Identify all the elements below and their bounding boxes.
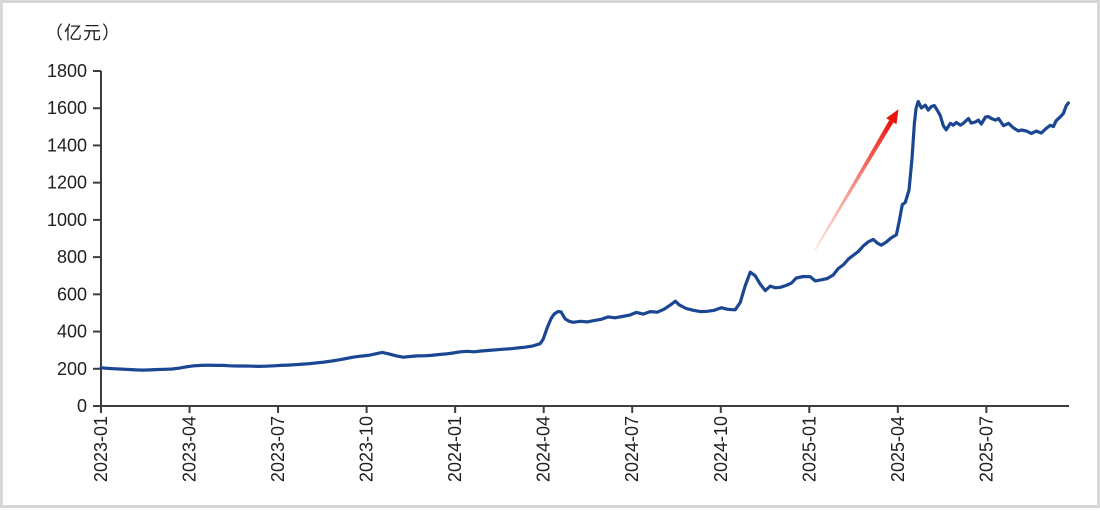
x-tick-label: 2025-04 bbox=[888, 416, 908, 482]
x-tick-label: 2024-01 bbox=[445, 416, 465, 482]
x-tick-label: 2025-07 bbox=[976, 416, 996, 482]
y-tick-label: 1000 bbox=[47, 210, 87, 230]
y-tick-label: 800 bbox=[57, 247, 87, 267]
x-tick-label: 2023-01 bbox=[91, 416, 111, 482]
x-tick-label: 2024-07 bbox=[622, 416, 642, 482]
y-axis-unit-label: （亿元） bbox=[45, 23, 121, 43]
y-tick-label: 1800 bbox=[47, 61, 87, 81]
trend-arrow-shaft bbox=[814, 120, 894, 251]
y-tick-label: 200 bbox=[57, 359, 87, 379]
x-tick-label: 2023-04 bbox=[180, 416, 200, 482]
y-tick-label: 0 bbox=[77, 396, 87, 416]
x-tick-label: 2024-10 bbox=[711, 416, 731, 482]
x-tick-label: 2025-01 bbox=[799, 416, 819, 482]
trend-arrow-head bbox=[886, 109, 899, 125]
x-tick-label: 2023-10 bbox=[357, 416, 377, 482]
x-tick-label: 2023-07 bbox=[268, 416, 288, 482]
line-chart-canvas: 0 200 400 600 800 1000 1200 1400 1600 1800 2023-01… bbox=[47, 61, 1071, 482]
y-tick-label: 1400 bbox=[47, 135, 87, 155]
y-tick-label: 1200 bbox=[47, 173, 87, 193]
x-tick-label: 2024-04 bbox=[534, 416, 554, 482]
y-tick-label: 400 bbox=[57, 322, 87, 342]
y-tick-label: 600 bbox=[57, 284, 87, 304]
data-series-line bbox=[99, 99, 1071, 372]
y-tick-label: 1600 bbox=[47, 98, 87, 118]
